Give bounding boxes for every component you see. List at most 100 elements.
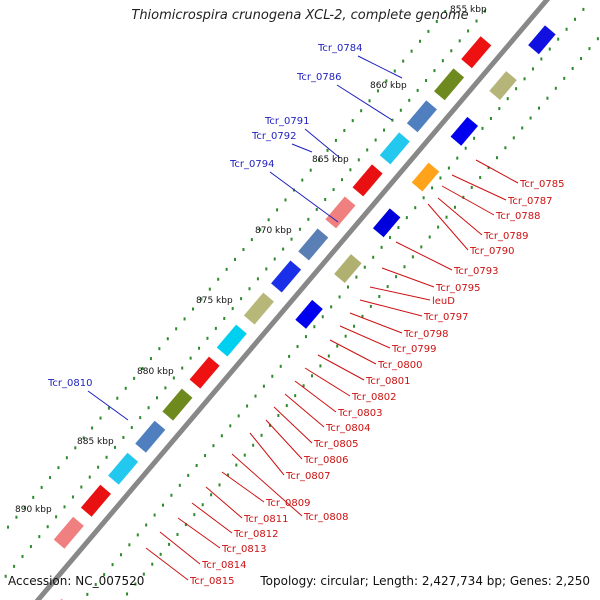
tick-mark — [324, 197, 327, 201]
tick-mark — [23, 505, 26, 509]
tick-mark — [32, 495, 35, 499]
tick-mark — [363, 265, 366, 269]
reverse-leader-line — [265, 419, 303, 460]
tick-mark — [256, 277, 259, 281]
forward-leader-line — [291, 143, 313, 153]
reverse-leader-line — [221, 471, 265, 503]
tick-mark — [420, 245, 423, 249]
tick-mark — [450, 49, 453, 53]
tick-mark — [99, 416, 102, 420]
reverse-gene-label: Tcr_0785 — [519, 179, 564, 190]
tick-mark — [159, 552, 162, 556]
tick-mark — [330, 305, 333, 309]
tick-mark — [369, 304, 372, 308]
reverse-leader-line — [349, 312, 403, 334]
reverse-gene-label: Tcr_0795 — [435, 283, 480, 294]
scale-label: 875 kbp — [196, 296, 233, 306]
tick-mark — [126, 592, 129, 596]
tick-mark — [218, 483, 221, 487]
tick-mark — [201, 503, 204, 507]
tick-mark — [580, 57, 583, 61]
tick-mark — [38, 535, 41, 539]
tick-mark — [122, 435, 125, 439]
tick-mark — [208, 287, 211, 291]
reverse-gene-block — [53, 516, 84, 549]
tick-mark — [383, 128, 386, 132]
tick-mark — [439, 176, 442, 180]
tick-mark — [65, 456, 68, 460]
reverse-gene-block — [298, 228, 329, 261]
reverse-gene-label: Tcr_0789 — [483, 231, 528, 242]
reverse-gene-label: Tcr_0804 — [325, 423, 370, 434]
reverse-leader-line — [451, 174, 507, 201]
tick-mark — [573, 17, 576, 21]
tick-mark — [565, 27, 568, 31]
reverse-leader-line — [317, 354, 365, 381]
reverse-gene-block — [108, 452, 139, 485]
tick-mark — [168, 542, 171, 546]
tick-mark — [437, 225, 440, 229]
tick-mark — [418, 39, 421, 43]
reverse-leader-line — [304, 367, 351, 397]
reverse-gene-block — [352, 164, 383, 197]
tick-mark — [385, 79, 388, 83]
tick-mark — [596, 37, 599, 41]
reverse-gene-block — [135, 420, 166, 453]
tick-mark — [254, 394, 257, 398]
tick-mark — [7, 525, 10, 529]
tick-mark — [366, 148, 369, 152]
tick-mark — [433, 69, 436, 73]
reverse-leader-line — [437, 197, 483, 236]
reverse-gene-block — [325, 196, 356, 229]
tick-mark — [178, 483, 181, 487]
tick-mark — [538, 106, 541, 110]
reverse-gene-label: Tcr_0793 — [453, 266, 498, 277]
reverse-gene-label: Tcr_0805 — [313, 439, 358, 450]
tick-mark — [234, 257, 237, 261]
tick-mark — [353, 324, 356, 328]
tick-mark — [74, 446, 77, 450]
tick-mark — [571, 66, 574, 70]
tick-mark — [242, 248, 245, 252]
tick-mark — [206, 336, 209, 340]
tick-mark — [97, 465, 100, 469]
tick-mark — [212, 444, 215, 448]
tick-mark — [237, 414, 240, 418]
tick-mark — [82, 436, 85, 440]
tick-mark — [248, 287, 251, 291]
reverse-gene-label: Tcr_0787 — [507, 196, 552, 207]
tick-mark — [220, 434, 223, 438]
tick-mark — [318, 158, 321, 162]
forward-gene-label: Tcr_0794 — [229, 159, 274, 170]
tick-mark — [223, 316, 226, 320]
tick-mark — [336, 344, 339, 348]
tick-mark — [374, 138, 377, 142]
reverse-leader-line — [441, 185, 495, 216]
reverse-gene-block — [80, 484, 111, 517]
tick-mark — [473, 136, 476, 140]
tick-mark — [311, 374, 314, 378]
tick-mark — [198, 346, 201, 350]
tick-mark — [166, 337, 169, 341]
tick-mark — [467, 29, 470, 33]
reverse-gene-label: Tcr_0801 — [365, 376, 410, 387]
tick-mark — [582, 7, 585, 11]
tick-mark — [250, 238, 253, 242]
tick-mark — [290, 237, 293, 241]
tick-mark — [260, 433, 263, 437]
reverse-gene-block — [379, 132, 410, 165]
tick-mark — [447, 166, 450, 170]
tick-mark — [397, 226, 400, 230]
tick-mark — [338, 295, 341, 299]
tick-mark — [63, 505, 66, 509]
tick-mark — [113, 445, 116, 449]
reverse-gene-label: Tcr_0814 — [201, 560, 246, 571]
tick-mark — [262, 384, 265, 388]
forward-gene-label: Tcr_0810 — [47, 378, 92, 389]
tick-mark — [136, 533, 139, 537]
topology-text: Topology: circular; Length: 2,427,734 bp… — [260, 574, 590, 588]
reverse-leader-line — [273, 406, 313, 444]
forward-gene-label: Tcr_0791 — [264, 116, 309, 127]
reverse-gene-label: Tcr_0808 — [303, 512, 348, 523]
tick-mark — [521, 126, 524, 130]
